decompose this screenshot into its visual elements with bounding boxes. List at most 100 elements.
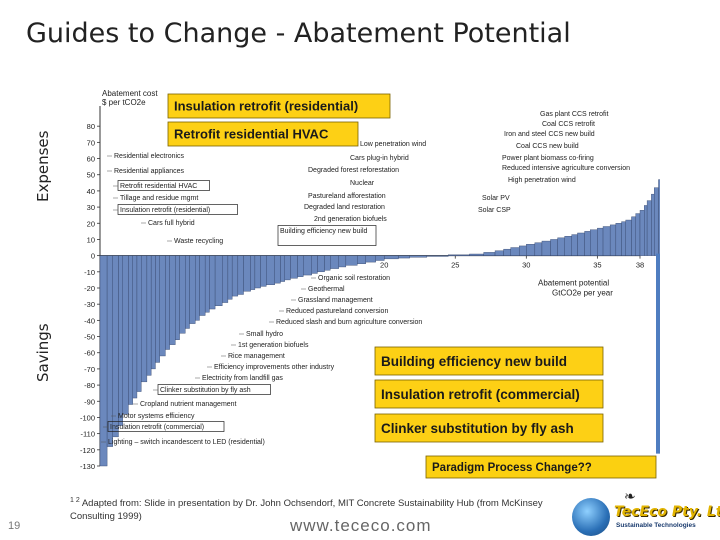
annotation-label: Lighting – switch incandescent to LED (r…: [108, 439, 265, 446]
y-tick-label: -80: [84, 381, 95, 390]
footnote-marker: 1 2: [70, 497, 80, 504]
bar: [609, 224, 617, 256]
bar: [330, 255, 339, 269]
annotation-box: [117, 204, 238, 215]
y-tick-label: 50: [87, 171, 95, 180]
bar: [426, 255, 449, 257]
y-tick-label: 80: [87, 122, 95, 131]
callout-building-efficiency-box: [374, 346, 604, 376]
bar: [136, 255, 142, 392]
bar: [534, 242, 543, 256]
callout-hvac-label: Retrofit residential HVAC: [174, 127, 329, 142]
annotation-label: Insulation retrofit (residential): [120, 207, 210, 214]
bar: [231, 255, 239, 297]
bar: [237, 255, 244, 295]
bar: [597, 227, 604, 256]
callout-insulation-residential-box: [167, 93, 391, 119]
annotation-label: Cars plug-in hybrid: [350, 155, 409, 162]
bar: [635, 213, 641, 256]
bar: [317, 255, 325, 273]
callout-clinker-box: [374, 413, 604, 443]
annotation-label: Iron and steel CCS new build: [504, 131, 595, 138]
annotation-label: Tillage and residue mgmt: [120, 195, 198, 202]
expenses-label: Expenses: [34, 130, 52, 202]
bar: [106, 255, 113, 447]
bar: [112, 255, 119, 438]
bar: [199, 255, 206, 316]
y-tick-label: -100: [80, 413, 95, 422]
annotation-label: 2nd generation biofuels: [314, 216, 387, 223]
bar: [118, 255, 123, 426]
callout-paradigm-box: [425, 455, 657, 479]
y-tick-label: -110: [81, 430, 95, 439]
bar: [146, 255, 152, 376]
y-tick-label: -60: [84, 349, 95, 358]
annotation-label: Reduced slash and burn agriculture conve…: [276, 319, 422, 326]
annotation-label: Residential appliances: [114, 168, 185, 175]
bar: [494, 250, 504, 256]
annotation-label: Cropland nutrient management: [140, 401, 237, 408]
slide-number: 19: [8, 520, 21, 532]
bar: [297, 255, 304, 277]
annotation-label: Solar CSP: [478, 207, 511, 214]
y-tick-label: 70: [87, 138, 95, 147]
bar: [365, 255, 376, 263]
y-tick-label: -50: [84, 333, 95, 342]
y-tick-label: -70: [84, 365, 95, 374]
annotation-label: Nuclear: [350, 180, 375, 187]
bar: [510, 247, 520, 256]
bar: [541, 240, 551, 256]
globe-icon: [572, 498, 610, 536]
bar: [254, 255, 261, 289]
y-tick-label: -120: [80, 446, 95, 455]
annotation-label: Insulation retrofit (commercial): [110, 424, 204, 431]
bar: [227, 255, 233, 300]
x-tick-label: 25: [451, 261, 459, 270]
y-axis-label: Abatement cost: [102, 89, 158, 98]
y-tick-label: 10: [87, 235, 95, 244]
bar: [222, 255, 229, 303]
annotation-label: Reduced pastureland conversion: [286, 308, 388, 315]
bar: [132, 255, 138, 399]
bar: [644, 205, 648, 256]
bar: [243, 255, 251, 292]
y-tick-label: 0: [91, 252, 95, 261]
annotation-label: Cars full hybrid: [148, 220, 195, 227]
bar: [266, 255, 275, 285]
y-tick-label: -40: [84, 316, 95, 325]
bar: [185, 255, 190, 329]
bar: [122, 255, 129, 415]
annotation-label: Motor systems efficiency: [118, 413, 195, 420]
bar: [260, 255, 267, 287]
bar: [338, 255, 347, 268]
x-axis-unit: GtCO2e per year: [552, 289, 613, 298]
bar: [550, 239, 558, 256]
savings-label: Savings: [34, 323, 52, 382]
bar: [311, 255, 318, 274]
footnote: 1 2 Adapted from: Slide in presentation …: [70, 494, 590, 523]
tececo-logo: ❧ TecEco Pty. Ltd. Sustainable Technolog…: [568, 488, 720, 538]
bar: [169, 255, 176, 345]
annotation-label: Solar PV: [482, 195, 510, 202]
bar: [175, 255, 180, 340]
bar: [195, 255, 200, 321]
bar: [584, 231, 591, 256]
y-tick-label: -90: [84, 397, 95, 406]
callout-insulation-commercial-box: [374, 379, 604, 409]
bar: [357, 255, 366, 264]
bar: [409, 255, 428, 258]
slide-title: Guides to Change - Abatement Potential: [26, 18, 571, 49]
callout-building-efficiency-label: Building efficiency new build: [381, 354, 567, 369]
annotation-label: Organic soil restoration: [318, 275, 390, 282]
bar: [274, 255, 281, 284]
website-link[interactable]: www.tececo.com: [290, 516, 432, 535]
y-tick-label: -20: [84, 284, 95, 293]
y-tick-label: 60: [87, 155, 95, 164]
bar: [345, 255, 358, 266]
x-tick-label: 38: [636, 261, 644, 270]
bar: [155, 255, 160, 363]
annotation-label: Gas plant CCS retrofit: [540, 111, 609, 118]
bar: [519, 245, 527, 256]
bar: [165, 255, 170, 350]
annotation-label: Coal CCS new build: [516, 143, 579, 150]
